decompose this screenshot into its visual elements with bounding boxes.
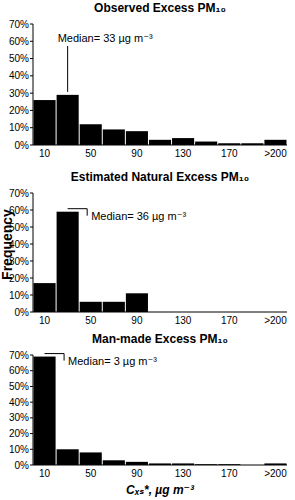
x-tick-label: 130 xyxy=(175,315,192,326)
y-tick-label: 70% xyxy=(9,188,29,199)
y-tick-label: 70% xyxy=(9,19,29,30)
bar xyxy=(57,212,79,312)
annotation: Median= 33 µg m⁻³ xyxy=(58,32,153,44)
bar xyxy=(172,138,194,145)
bar xyxy=(34,357,56,465)
x-tick-label: 130 xyxy=(175,468,192,479)
title: Estimated Natural Excess PM₁₀ xyxy=(71,170,249,184)
bar xyxy=(57,449,79,465)
annotation-line xyxy=(45,354,65,361)
figure: Observed Excess PM₁₀ 0% 10% 20% 30% 40% 50% 60%… xyxy=(0,0,295,500)
x-tick-label: 10 xyxy=(39,468,51,479)
x-tick-label: 170 xyxy=(221,315,238,326)
x-tick-label: 170 xyxy=(221,148,238,159)
x-tick-label: 10 xyxy=(39,148,51,159)
y-tick-label: 60% xyxy=(9,365,29,376)
bar xyxy=(34,100,56,145)
title: Observed Excess PM₁₀ xyxy=(94,1,226,15)
annotation: Median= 36 µg m⁻³ xyxy=(91,210,186,222)
annotation-line xyxy=(68,209,88,216)
bar xyxy=(80,452,102,465)
annotation-line xyxy=(67,46,68,92)
x-tick-label: 50 xyxy=(85,468,97,479)
bars xyxy=(34,212,148,312)
panel: Man-made Excess PM₁₀ 0% 10% 20% 30% 40% 50% 60%… xyxy=(9,332,287,479)
bar xyxy=(103,129,125,145)
y-axis xyxy=(33,193,34,312)
x-tick-label: 50 xyxy=(85,315,97,326)
x-tick-label: 90 xyxy=(131,468,143,479)
y-tick-label: 60% xyxy=(9,36,29,47)
y-tick-label: 40% xyxy=(9,397,29,408)
panel: Observed Excess PM₁₀ 0% 10% 20% 30% 40% 50% 60%… xyxy=(9,1,287,159)
annotation: Median= 3 µg m⁻³ xyxy=(68,355,157,367)
y-tick-label: 50% xyxy=(9,381,29,392)
x-tick-label: 170 xyxy=(221,468,238,479)
y-tick-label: 30% xyxy=(9,412,29,423)
x-tick-label: 50 xyxy=(85,148,97,159)
y-tick-label: 10% xyxy=(9,290,29,301)
y-tick-label: 50% xyxy=(9,53,29,64)
panel: Estimated Natural Excess PM₁₀0%10%20%30%… xyxy=(9,170,287,326)
bar xyxy=(126,293,148,312)
bar xyxy=(34,283,56,312)
bar xyxy=(57,95,79,145)
bar xyxy=(103,460,125,465)
bar xyxy=(80,302,102,312)
x-tick-label: >200 xyxy=(264,148,287,159)
bar xyxy=(195,142,217,145)
y-tick-label: 0% xyxy=(15,307,30,318)
bar xyxy=(264,140,286,145)
y-axis xyxy=(33,24,34,145)
y-tick-label: 10% xyxy=(9,444,29,455)
y-tick-label: 20% xyxy=(9,428,29,439)
title: Man-made Excess PM₁₀ xyxy=(92,332,228,346)
bars xyxy=(34,357,287,465)
bar xyxy=(126,131,148,145)
x-tick-label: 90 xyxy=(131,148,143,159)
bars xyxy=(34,95,287,145)
x-axis xyxy=(33,465,287,466)
x-axis xyxy=(33,312,287,313)
y-axis-label: Frequency xyxy=(0,209,15,280)
y-tick-label: 0% xyxy=(15,460,30,471)
y-tick-label: 30% xyxy=(9,88,29,99)
bar xyxy=(149,140,171,145)
x-tick-label: 10 xyxy=(39,315,51,326)
x-axis xyxy=(33,145,287,146)
x-tick-label: >200 xyxy=(264,315,287,326)
x-tick-label: >200 xyxy=(264,468,287,479)
x-axis-label: Cₓₛ*, µg m⁻³ xyxy=(126,483,195,497)
y-tick-label: 20% xyxy=(9,105,29,116)
x-tick-label: 90 xyxy=(131,315,143,326)
y-tick-label: 10% xyxy=(9,122,29,133)
y-tick-label: 40% xyxy=(9,70,29,81)
y-axis xyxy=(33,355,34,465)
y-tick-label: 0% xyxy=(15,140,30,151)
bar xyxy=(80,124,102,145)
y-tick-label: 70% xyxy=(9,350,29,361)
x-tick-label: 130 xyxy=(175,148,192,159)
bar xyxy=(103,302,125,312)
